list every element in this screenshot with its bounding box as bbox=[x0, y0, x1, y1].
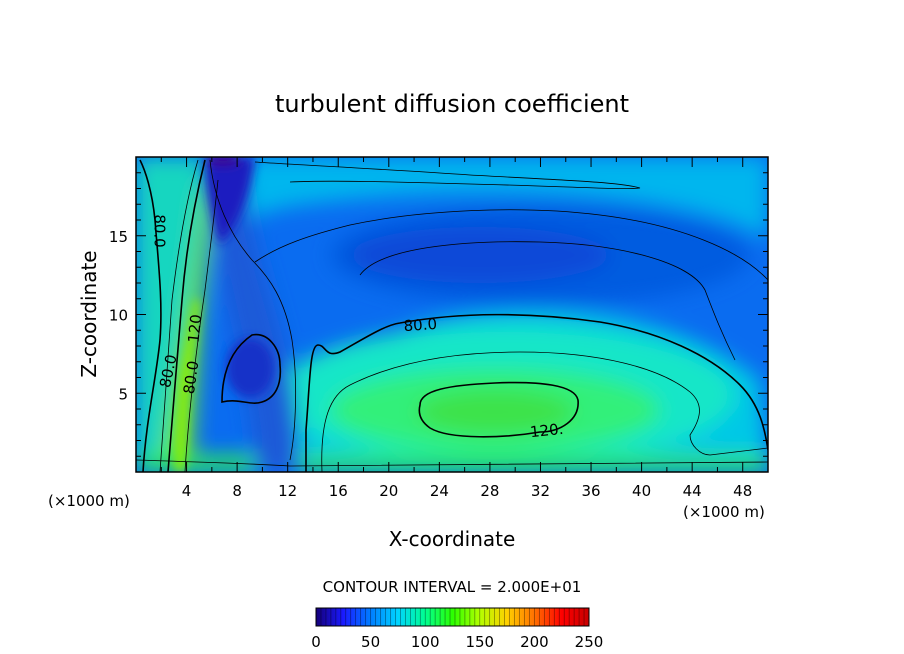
y-axis-title: Z-coordinate bbox=[77, 250, 101, 377]
x-tick-label: 20 bbox=[379, 482, 398, 500]
contour-left-2 bbox=[167, 159, 206, 472]
contour-label: 80.0 bbox=[403, 315, 438, 335]
contour-60-top bbox=[254, 209, 768, 281]
colorbar-ramp bbox=[316, 608, 589, 626]
x-tick-label: 24 bbox=[430, 482, 449, 500]
y-tick-label: 5 bbox=[118, 385, 128, 403]
contour-label: 120 bbox=[184, 313, 205, 343]
colorbar-stripes bbox=[320, 608, 585, 626]
contour-40-top bbox=[359, 241, 736, 361]
colorbar-tick-label: 250 bbox=[575, 633, 604, 651]
contour-left-1 bbox=[139, 159, 162, 472]
contour-interval-label: CONTOUR INTERVAL = 2.000E+01 bbox=[323, 578, 582, 596]
contour-left-3 bbox=[184, 179, 219, 472]
contour-bottom bbox=[136, 459, 768, 467]
colorbar-tick-label: 0 bbox=[311, 633, 321, 651]
colorbar-tick-label: 150 bbox=[465, 633, 494, 651]
contour-lines bbox=[136, 159, 768, 472]
colorbar-tick-label: 100 bbox=[411, 633, 440, 651]
y-tick-label: 15 bbox=[109, 228, 128, 246]
contour-label: 80.0 bbox=[180, 360, 202, 396]
contour-120 bbox=[418, 381, 579, 438]
chart-title: turbulent diffusion coefficient bbox=[275, 90, 629, 118]
x-tick-label: 8 bbox=[232, 482, 242, 500]
colorbar-tick-labels: 0 50 100 150 200 250 bbox=[311, 633, 603, 651]
x-unit-label-right: (×1000 m) bbox=[683, 503, 765, 521]
x-tick-label: 48 bbox=[733, 482, 752, 500]
plot-area bbox=[136, 157, 768, 472]
x-tick-label: 40 bbox=[632, 482, 651, 500]
x-tick-label: 28 bbox=[480, 482, 499, 500]
x-tick-label: 12 bbox=[278, 482, 297, 500]
x-tick-label: 44 bbox=[683, 482, 702, 500]
contour-column bbox=[209, 159, 297, 461]
contour-left-4 bbox=[159, 159, 199, 472]
x-axis-title: X-coordinate bbox=[389, 527, 516, 551]
colorbar: 0 50 100 150 200 250 bbox=[311, 607, 603, 651]
contour-label: 120. bbox=[529, 420, 564, 441]
x-unit-label-left: (×1000 m) bbox=[48, 492, 130, 510]
colorbar-tick-label: 200 bbox=[520, 633, 549, 651]
colorbar-tick-label: 50 bbox=[361, 633, 380, 651]
x-tick-label: 32 bbox=[531, 482, 550, 500]
contour-60-ceiling bbox=[254, 161, 641, 189]
x-tick-label: 16 bbox=[329, 482, 348, 500]
contour-80 bbox=[305, 313, 768, 472]
contour-100 bbox=[321, 351, 768, 472]
contour-label: 80.0 bbox=[150, 214, 168, 247]
contour-pocket bbox=[221, 333, 282, 404]
y-tick-label: 10 bbox=[109, 307, 128, 325]
x-tick-label: 36 bbox=[581, 482, 600, 500]
x-tick-label: 4 bbox=[182, 482, 192, 500]
